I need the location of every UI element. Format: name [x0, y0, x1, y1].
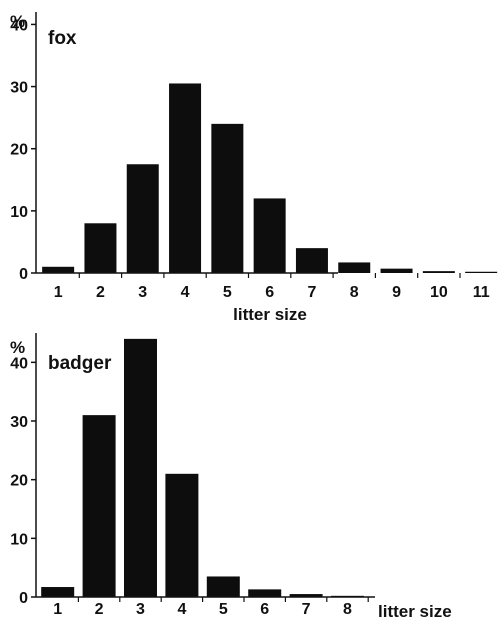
badger-bar-6 — [248, 589, 282, 597]
badger-x-tick-label: 8 — [343, 601, 352, 618]
fox-x-tick-label: 7 — [307, 284, 316, 301]
fox-bar-8 — [338, 262, 371, 273]
fox-x-tick-label: 1 — [54, 284, 63, 301]
badger-x-tick-label: 1 — [53, 601, 62, 618]
badger-x-tick-label: 2 — [95, 601, 104, 618]
fox-y-tick-label: 40 — [10, 17, 28, 34]
fox-x-axis-label: litter size — [233, 305, 307, 324]
badger-bar-5 — [206, 576, 240, 597]
fox-x-tick-label: 11 — [473, 284, 490, 301]
fox-x-axis-ticks: 1 2 3 4 5 6 7 8 9 10 11 — [54, 273, 490, 301]
badger-x-tick-label: 5 — [219, 601, 228, 618]
fox-chart-title: fox — [48, 28, 77, 49]
fox-x-tick-label: 5 — [223, 284, 232, 301]
badger-y-tick-label: 0 — [19, 590, 28, 607]
fox-x-tick-label: 10 — [430, 284, 448, 301]
fox-x-tick-label: 2 — [96, 284, 105, 301]
badger-x-tick-label: 4 — [177, 601, 186, 618]
badger-y-tick-label: 40 — [10, 355, 28, 372]
fox-x-tick-label: 3 — [138, 284, 147, 301]
badger-y-tick-label: 30 — [10, 414, 28, 431]
badger-y-tick-label: 10 — [10, 531, 28, 548]
fox-bar-1 — [42, 266, 75, 273]
fox-x-tick-label: 8 — [350, 284, 359, 301]
fox-y-axis-ticks: 0 10 20 30 40 — [10, 17, 36, 283]
fox-bar-6 — [253, 198, 286, 273]
badger-chart-title: badger — [48, 353, 112, 374]
badger-chart-panel: % badger 0 10 20 30 40 1 2 3 4 5 6 7 8 litter size — [10, 333, 452, 620]
fox-y-tick-label: 10 — [10, 204, 28, 221]
badger-x-axis-label: litter size — [378, 602, 452, 620]
fox-y-tick-label: 0 — [19, 266, 28, 283]
badger-y-unit-label: % — [10, 338, 25, 357]
badger-bar-2 — [82, 415, 116, 597]
badger-y-axis-ticks: 0 10 20 30 40 — [10, 355, 36, 607]
fox-bar-2 — [84, 223, 117, 273]
badger-bars — [41, 338, 364, 597]
fox-bar-4 — [169, 83, 202, 273]
fox-bar-9 — [380, 268, 413, 273]
badger-x-tick-label: 3 — [136, 601, 145, 618]
fox-bars — [42, 83, 498, 273]
fox-x-tick-label: 4 — [181, 284, 190, 301]
fox-bar-10 — [422, 271, 455, 273]
badger-bar-1 — [41, 587, 75, 597]
fox-bar-5 — [211, 123, 244, 273]
badger-bar-7 — [289, 594, 323, 597]
fox-bar-7 — [295, 248, 328, 273]
fox-y-unit-label: % — [10, 12, 25, 31]
badger-x-tick-label: 6 — [260, 601, 269, 618]
badger-bar-4 — [165, 473, 199, 597]
badger-x-axis-ticks: 1 2 3 4 5 6 7 8 — [53, 597, 369, 618]
fox-x-tick-label: 9 — [392, 284, 401, 301]
fox-y-tick-label: 20 — [10, 142, 28, 159]
fox-chart-panel: % fox 0 10 20 30 40 1 2 3 4 5 6 7 8 9 10 11 litter siz… — [10, 12, 498, 324]
badger-bar-3 — [124, 338, 157, 597]
fox-x-tick-label: 6 — [265, 284, 274, 301]
badger-x-tick-label: 7 — [302, 601, 311, 618]
badger-y-tick-label: 20 — [10, 473, 28, 490]
fox-bar-3 — [126, 164, 159, 273]
fox-bar-11 — [465, 271, 498, 273]
fox-y-tick-label: 30 — [10, 80, 28, 97]
